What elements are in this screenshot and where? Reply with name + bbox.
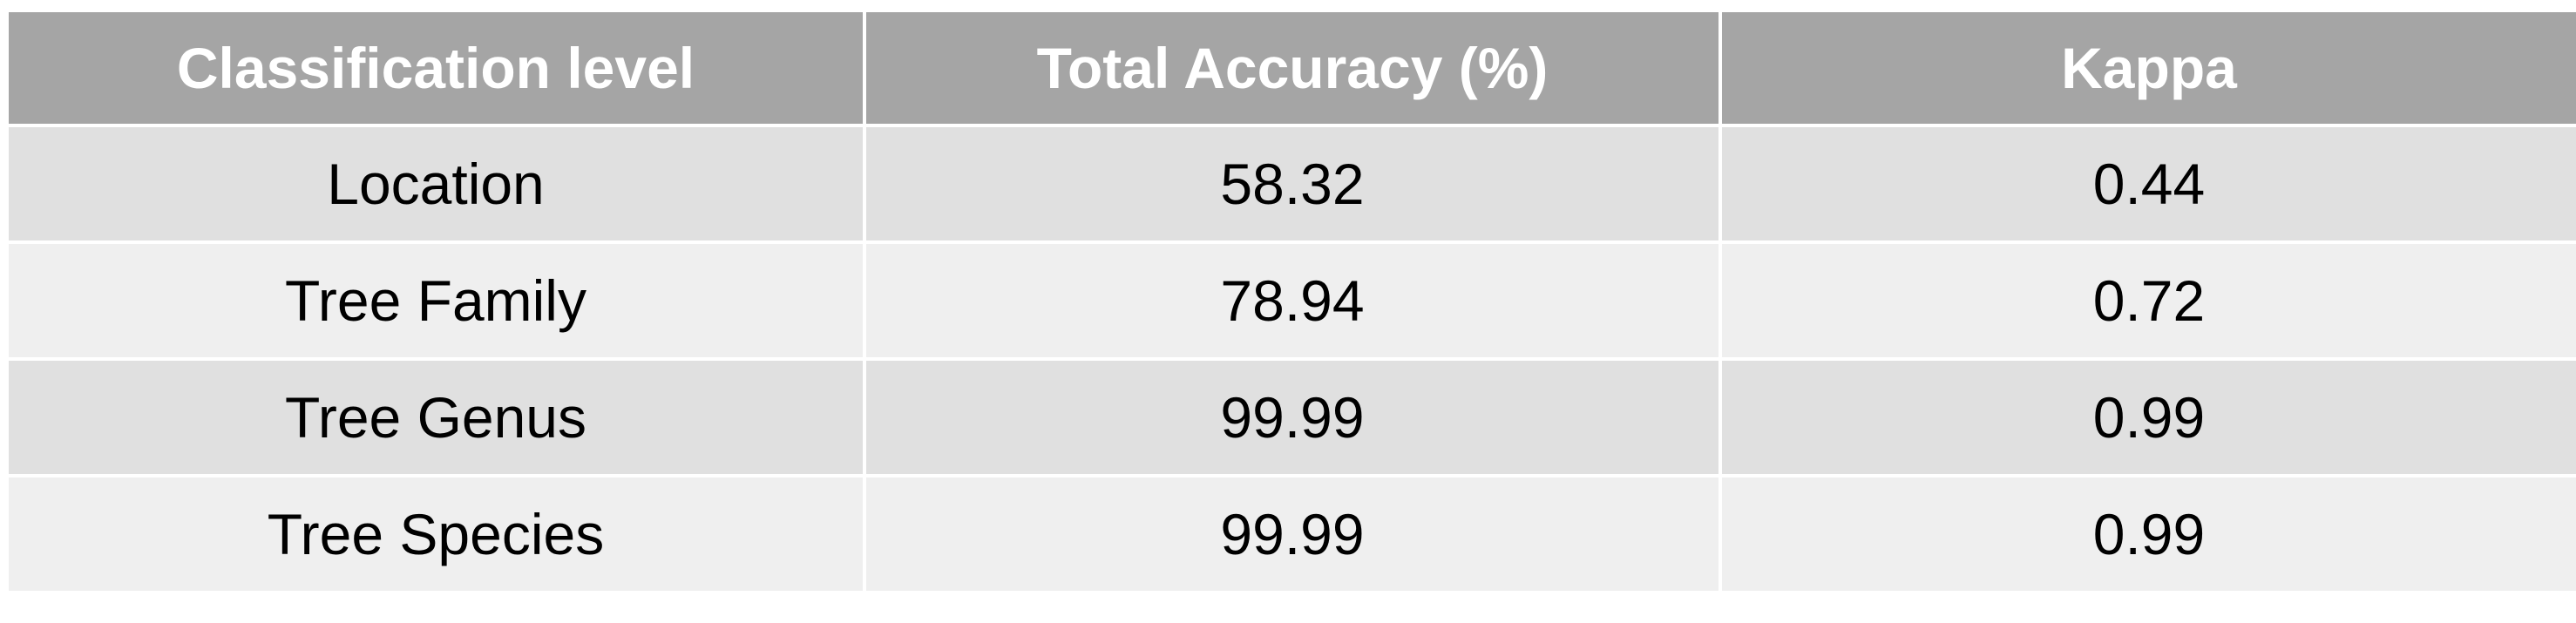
cell-kappa: 0.99 [1722,477,2576,591]
table-row: Tree Genus 99.99 0.99 [9,361,2576,474]
table-row: Location 58.32 0.44 [9,127,2576,240]
cell-classification-level: Tree Family [9,244,863,357]
cell-classification-level: Tree Genus [9,361,863,474]
table-row: Tree Species 99.99 0.99 [9,477,2576,591]
accuracy-table: Classification level Total Accuracy (%) … [5,9,2576,594]
cell-kappa: 0.99 [1722,361,2576,474]
cell-total-accuracy: 99.99 [866,361,1718,474]
cell-classification-level: Location [9,127,863,240]
table-header-row: Classification level Total Accuracy (%) … [9,12,2576,124]
cell-kappa: 0.44 [1722,127,2576,240]
header-total-accuracy: Total Accuracy (%) [866,12,1718,124]
cell-total-accuracy: 78.94 [866,244,1718,357]
table-row: Tree Family 78.94 0.72 [9,244,2576,357]
header-kappa: Kappa [1722,12,2576,124]
cell-kappa: 0.72 [1722,244,2576,357]
header-classification-level: Classification level [9,12,863,124]
cell-total-accuracy: 99.99 [866,477,1718,591]
cell-total-accuracy: 58.32 [866,127,1718,240]
cell-classification-level: Tree Species [9,477,863,591]
